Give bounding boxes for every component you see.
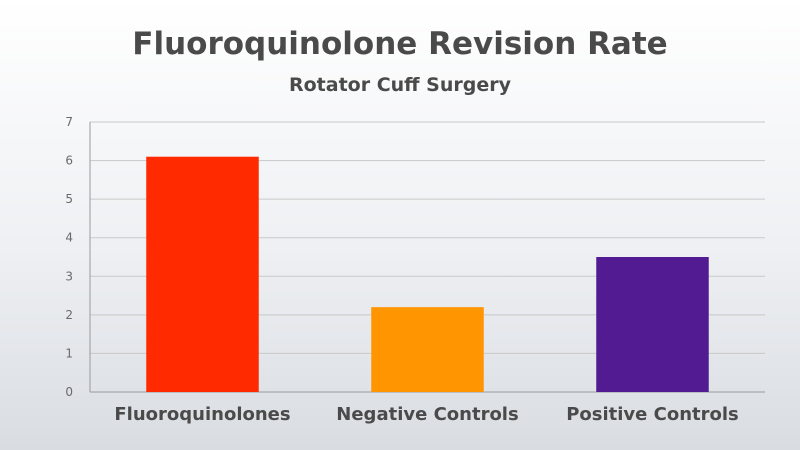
y-tick-label-7: 7 — [65, 115, 73, 129]
y-tick-label-5: 5 — [65, 192, 73, 206]
bars — [146, 156, 709, 392]
category-label-negative-controls: Negative Controls — [336, 404, 518, 425]
chart-subtitle: Rotator Cuff Surgery — [288, 74, 511, 96]
category-labels: Fluoroquinolones Negative Controls Positiv… — [114, 404, 738, 425]
category-label-positive-controls: Positive Controls — [566, 404, 739, 425]
y-tick-label-6: 6 — [65, 154, 73, 168]
bar-negative-controls — [371, 307, 484, 392]
y-tick-label-1: 1 — [65, 346, 73, 360]
bar-positive-controls — [596, 257, 709, 392]
y-tick-label-0: 0 — [65, 385, 73, 399]
y-tick-labels: 0 1 2 3 4 5 6 7 — [65, 115, 73, 399]
chart-title: Fluoroquinolone Revision Rate — [132, 26, 668, 62]
y-tick-label-2: 2 — [65, 308, 73, 322]
y-tick-label-3: 3 — [65, 269, 73, 283]
category-label-fluoroquinolones: Fluoroquinolones — [114, 404, 290, 425]
y-tick-label-4: 4 — [65, 231, 73, 245]
bar-fluoroquinolones — [146, 156, 259, 392]
